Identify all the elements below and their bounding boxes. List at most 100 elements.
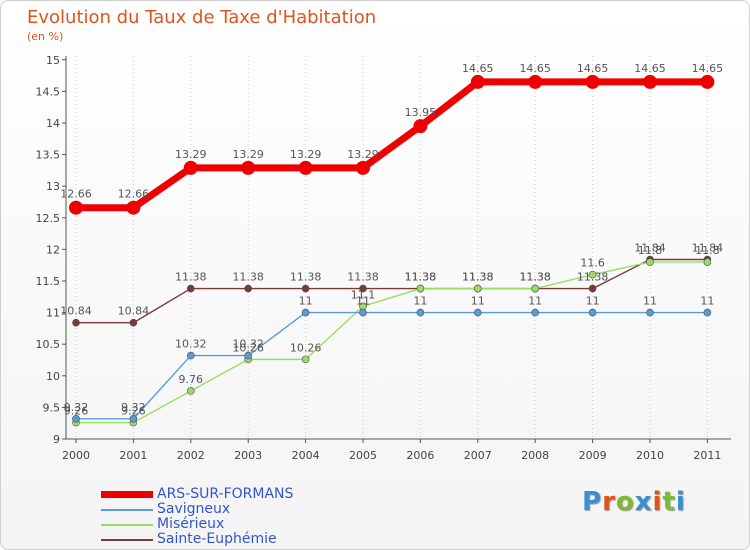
data-point xyxy=(301,284,310,293)
y-tick-label: 12 xyxy=(46,243,60,256)
series-line xyxy=(76,258,708,324)
logo-letter: i xyxy=(652,487,663,517)
data-point xyxy=(72,318,80,327)
data-point xyxy=(359,284,367,293)
x-tick-label: 2001 xyxy=(119,449,147,462)
x-tick-label: 2008 xyxy=(521,449,549,462)
data-point xyxy=(356,160,370,175)
data-label: 14.65 xyxy=(462,62,494,75)
data-point xyxy=(187,284,195,293)
legend-swatch xyxy=(101,509,153,511)
x-tick-label: 2004 xyxy=(292,449,320,462)
data-point xyxy=(588,308,597,317)
data-label: 11.8 xyxy=(695,244,720,257)
data-point xyxy=(187,387,195,395)
data-label: 11.38 xyxy=(405,271,437,284)
data-point xyxy=(187,351,195,360)
y-tick-label: 10 xyxy=(46,370,60,383)
data-point xyxy=(585,74,600,89)
data-label: 11.38 xyxy=(577,271,609,284)
data-point xyxy=(531,284,540,293)
data-label: 9.32 xyxy=(64,401,89,414)
data-label: 10.32 xyxy=(175,338,207,351)
data-label: 11 xyxy=(528,295,542,308)
y-tick-label: 15 xyxy=(46,54,60,67)
data-point xyxy=(413,119,428,134)
series-line xyxy=(76,311,708,420)
x-tick-label: 2006 xyxy=(406,449,434,462)
data-label: 11.38 xyxy=(462,271,494,284)
y-tick-label: 12.5 xyxy=(36,212,61,225)
data-point xyxy=(531,308,540,317)
legend-label: Sainte-Euphémie xyxy=(157,531,277,547)
y-tick-label: 13 xyxy=(46,180,60,193)
data-label: 11.1 xyxy=(351,288,376,301)
chart-data-labels: 10.84 10.84 11.38 11.38 11.38 11.38 11.38 11.38… xyxy=(60,62,723,418)
series-line xyxy=(76,261,708,424)
data-point xyxy=(473,284,482,293)
data-label: 11 xyxy=(299,295,313,308)
chart-series xyxy=(69,74,715,427)
data-label: 11.38 xyxy=(347,271,379,284)
x-tick-label: 2005 xyxy=(349,449,377,462)
x-tick-label: 2009 xyxy=(579,449,607,462)
data-point xyxy=(129,318,138,327)
data-label: 11 xyxy=(643,295,657,308)
y-tick-label: 13.5 xyxy=(36,149,61,162)
legend-swatch xyxy=(101,539,153,541)
data-label: 11.38 xyxy=(175,271,207,284)
data-point xyxy=(588,270,597,279)
logo-letter: x xyxy=(634,487,653,517)
data-label: 9.32 xyxy=(121,401,146,414)
data-point xyxy=(646,308,654,317)
data-point xyxy=(470,74,485,89)
data-point xyxy=(129,414,138,423)
logo-letter: t xyxy=(662,487,676,517)
data-label: 9.26 xyxy=(121,405,146,418)
data-label: 14.65 xyxy=(634,62,666,75)
data-point xyxy=(473,308,482,317)
data-point xyxy=(588,284,597,293)
proxiti-logo: Proxiti xyxy=(582,487,686,517)
data-label: 10.32 xyxy=(232,338,264,351)
series-line xyxy=(76,78,708,212)
logo-letter: P xyxy=(582,487,603,517)
y-tick-label: 10.5 xyxy=(36,338,61,351)
data-label: 11 xyxy=(356,295,370,308)
x-tick-label: 2007 xyxy=(464,449,492,462)
logo-letter: o xyxy=(615,487,635,517)
x-tick-label: 2000 xyxy=(62,449,90,462)
legend-swatch xyxy=(101,524,153,526)
data-label: 10.84 xyxy=(60,305,92,318)
data-label: 13.29 xyxy=(290,148,322,161)
data-label: 10.26 xyxy=(232,341,264,354)
data-label: 10.84 xyxy=(118,305,150,318)
data-label: 13.29 xyxy=(347,148,379,161)
data-label: 14.65 xyxy=(519,62,551,75)
x-tick-label: 2003 xyxy=(234,449,262,462)
legend-label: Misérieux xyxy=(157,516,225,532)
logo-letter: r xyxy=(602,487,616,517)
legend-label: Savigneux xyxy=(157,501,231,517)
data-point xyxy=(126,200,141,215)
data-label: 11 xyxy=(471,295,485,308)
data-point xyxy=(643,74,657,89)
data-label: 11 xyxy=(700,295,714,308)
y-tick-label: 9.5 xyxy=(43,401,61,414)
data-label: 11.84 xyxy=(634,242,666,255)
data-point xyxy=(301,355,310,364)
logo-letter: i xyxy=(675,487,686,517)
x-tick-label: 2011 xyxy=(693,449,721,462)
chart-title: Evolution du Taux de Taxe d'Habitation xyxy=(27,7,377,28)
data-point xyxy=(72,414,80,423)
data-label: 11.38 xyxy=(519,271,551,284)
data-point xyxy=(416,284,425,293)
y-tick-label: 9 xyxy=(53,433,60,446)
data-label: 11.38 xyxy=(405,271,437,284)
chart-subtitle: (en %) xyxy=(27,30,64,43)
data-point xyxy=(298,160,313,175)
data-label: 13.29 xyxy=(175,148,207,161)
data-label: 13.29 xyxy=(232,148,264,161)
data-point xyxy=(183,160,198,175)
